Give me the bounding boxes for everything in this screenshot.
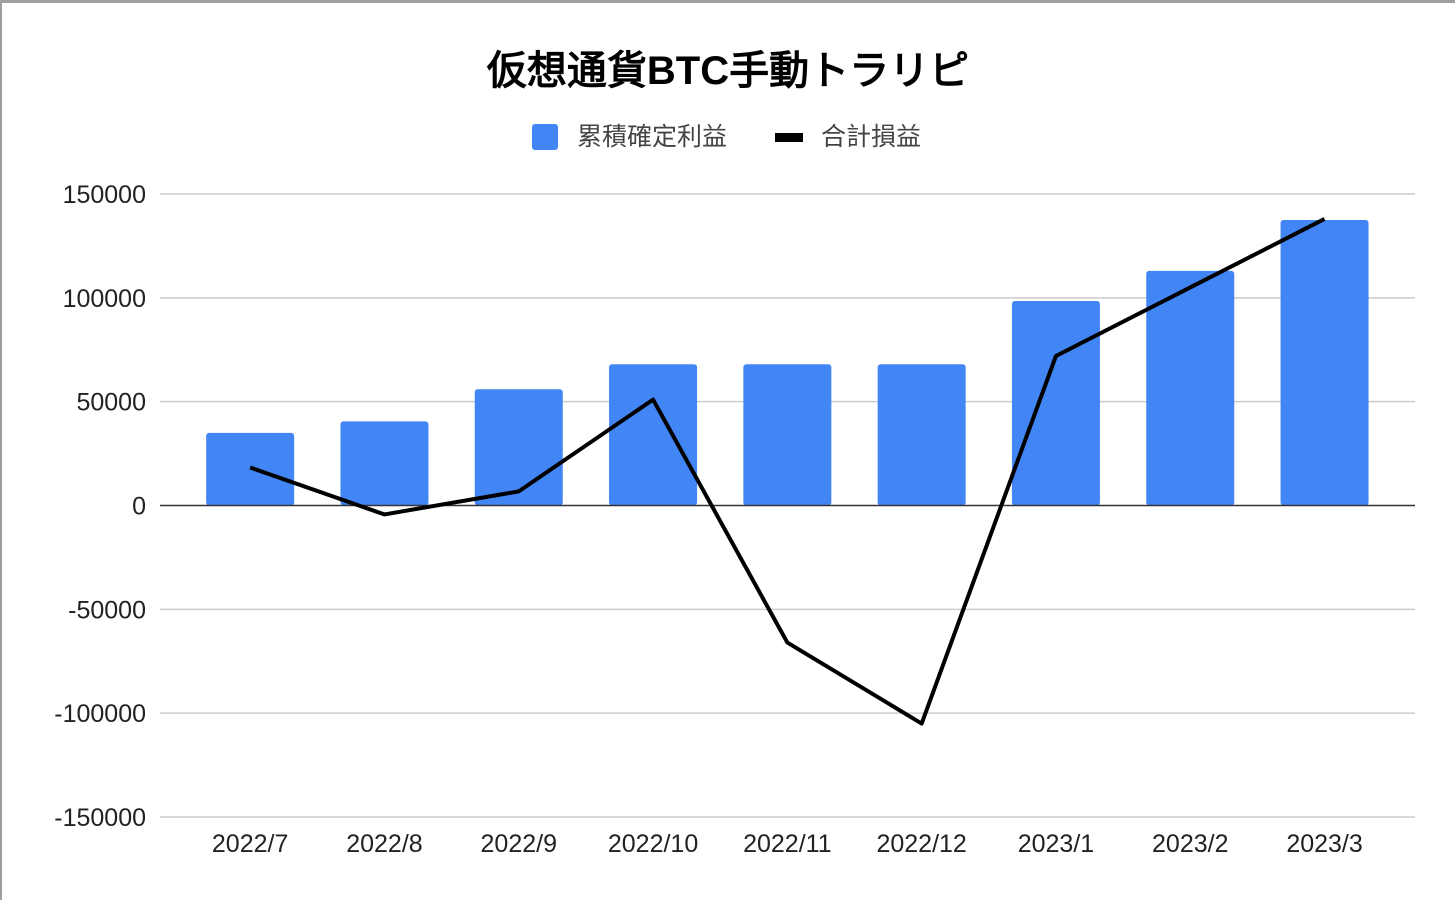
y-tick-label: -150000 <box>54 804 146 832</box>
x-tick-label: 2022/7 <box>212 830 288 858</box>
x-tick-label: 2023/2 <box>1152 830 1228 858</box>
x-tick-label: 2023/3 <box>1286 830 1362 858</box>
bar <box>340 421 429 506</box>
x-tick-label: 2022/10 <box>608 830 698 858</box>
bar <box>474 389 563 506</box>
bar <box>609 364 698 506</box>
legend-swatch-line <box>775 133 803 142</box>
x-tick-label: 2023/1 <box>1018 830 1094 858</box>
y-tick-label: 150000 <box>63 181 146 209</box>
y-tick-label: 100000 <box>63 285 146 313</box>
bar <box>877 364 966 506</box>
y-tick-label: -50000 <box>68 596 146 624</box>
legend: 累積確定利益 合計損益 <box>532 123 921 151</box>
y-tick-label: 50000 <box>76 389 146 417</box>
x-tick-label: 2022/12 <box>876 830 966 858</box>
bar <box>1146 270 1235 506</box>
chart-title: 仮想通貨BTC手動トラリピ <box>486 49 969 93</box>
legend-label-bar: 累積確定利益 <box>577 123 727 151</box>
y-tick-label: -100000 <box>54 700 146 728</box>
bar <box>1011 300 1100 506</box>
legend-swatch-bar <box>532 124 558 150</box>
bar <box>1280 219 1369 506</box>
x-tick-label: 2022/11 <box>743 830 832 858</box>
y-tick-label: 0 <box>132 493 146 521</box>
x-tick-label: 2022/9 <box>481 830 557 858</box>
x-tick-label: 2022/8 <box>346 830 422 858</box>
bar <box>743 364 832 506</box>
legend-label-line: 合計損益 <box>821 123 921 151</box>
